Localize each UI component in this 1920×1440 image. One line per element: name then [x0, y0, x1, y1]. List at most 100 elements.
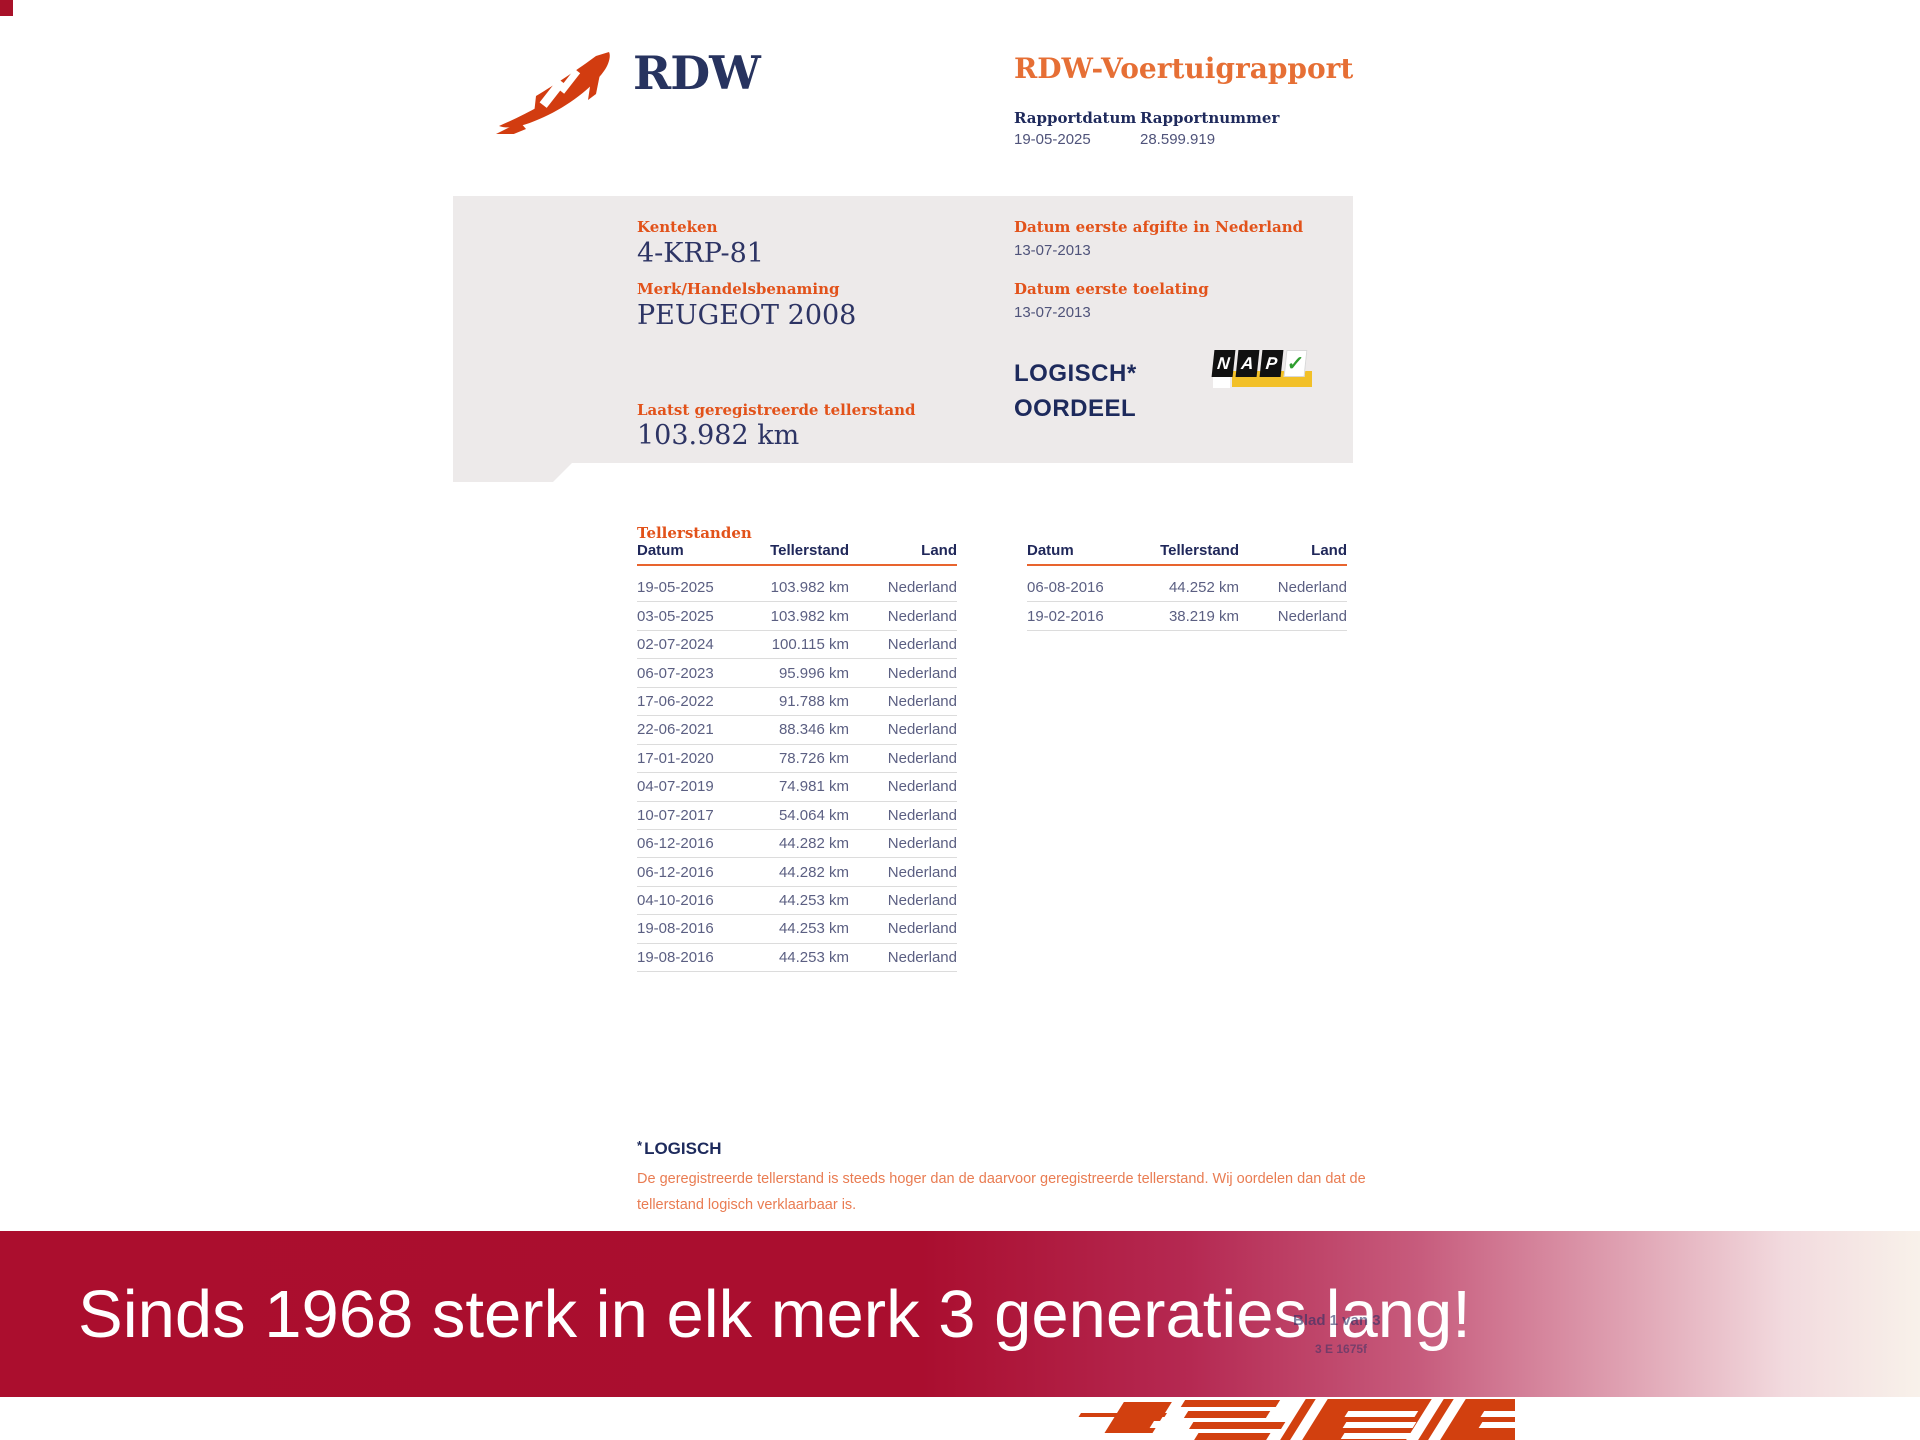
- vehicle-summary-box: Kenteken 4-KRP-81 Merk/Handelsbenaming P…: [453, 196, 1353, 482]
- report-title: RDW-Voertuigrapport: [1014, 52, 1354, 85]
- table-cell-land: Nederland: [887, 692, 957, 710]
- table-row: 06-08-2016 44.252 km Nederland: [1027, 574, 1347, 603]
- table-row: 10-07-2017 54.064 km Nederland: [637, 802, 957, 830]
- table-cell-land: Nederland: [887, 835, 957, 853]
- nap-letter-n: N: [1211, 350, 1236, 377]
- kenteken-label: Kenteken: [637, 218, 718, 236]
- left-table-header: Datum Tellerstand Land: [637, 542, 957, 566]
- col-header-land: Land: [921, 542, 957, 559]
- afgifte-label: Datum eerste afgifte in Nederland: [1014, 218, 1304, 236]
- nap-letter-a: A: [1235, 350, 1260, 377]
- nap-letter-p: P: [1259, 350, 1284, 377]
- table-cell-tellerstand: 74.981 km: [778, 778, 849, 796]
- toelating-value: 13-07-2013: [1014, 304, 1091, 321]
- table-cell-datum: 02-07-2024: [637, 636, 714, 654]
- table-cell-tellerstand: 44.252 km: [1168, 579, 1239, 597]
- table-cell-tellerstand: 78.726 km: [778, 749, 849, 767]
- table-row: 03-05-2025 103.982 km Nederland: [637, 602, 957, 631]
- table-row: 19-08-2016 44.253 km Nederland: [637, 944, 957, 973]
- table-cell-datum: 10-07-2017: [637, 806, 714, 824]
- col-header-tellerstand: Tellerstand: [770, 542, 849, 559]
- table-cell-tellerstand: 44.282 km: [778, 863, 849, 881]
- rdw-logo-text: RDW: [633, 46, 761, 100]
- table-row: 17-06-2022 91.788 km Nederland: [637, 688, 957, 717]
- table-cell-tellerstand: 95.996 km: [778, 664, 849, 682]
- table-cell-land: Nederland: [887, 863, 957, 881]
- table-row: 02-07-2024 100.115 km Nederland: [637, 631, 957, 660]
- table-cell-datum: 06-07-2023: [637, 664, 714, 682]
- table-cell-datum: 06-12-2016: [637, 835, 714, 853]
- table-row: 06-07-2023 95.996 km Nederland: [637, 659, 957, 688]
- table-cell-land: Nederland: [1277, 579, 1347, 597]
- oordeel-line2: OORDEEL: [1014, 395, 1137, 422]
- table-cell-tellerstand: 44.253 km: [778, 920, 849, 938]
- table-cell-tellerstand: 100.115 km: [771, 636, 849, 654]
- table-cell-land: Nederland: [887, 721, 957, 739]
- dealer-logo-icon: [1035, 1397, 1515, 1440]
- table-cell-datum: 04-07-2019: [637, 778, 714, 796]
- table-cell-datum: 17-06-2022: [637, 692, 714, 710]
- table-cell-land: Nederland: [887, 892, 957, 910]
- report-date-label: Rapportdatum: [1014, 109, 1137, 127]
- merk-label: Merk/Handelsbenaming: [637, 280, 840, 298]
- table-cell-land: Nederland: [887, 920, 957, 938]
- col-header-land: Land: [1311, 542, 1347, 559]
- table-cell-datum: 19-08-2016: [637, 920, 714, 938]
- laatste-tellerstand-value: 103.982 km: [637, 420, 800, 451]
- logisch-footnote-title: * LOGISCH: [637, 1138, 722, 1159]
- nap-white-notch: [1213, 376, 1230, 388]
- table-cell-datum: 22-06-2021: [637, 721, 714, 739]
- table-cell-tellerstand: 44.253 km: [778, 892, 849, 910]
- table-cell-land: Nederland: [887, 636, 957, 654]
- afgifte-value: 13-07-2013: [1014, 242, 1091, 259]
- page-indicator-fragment: Blad 1 van 3: [1293, 1312, 1381, 1329]
- table-row: 04-07-2019 74.981 km Nederland: [637, 773, 957, 802]
- table-cell-land: Nederland: [887, 664, 957, 682]
- table-cell-datum: 19-05-2025: [637, 579, 714, 597]
- toelating-label: Datum eerste toelating: [1014, 280, 1209, 298]
- form-code-fragment: 3 E 1675f: [1315, 1342, 1368, 1356]
- table-cell-tellerstand: 91.788 km: [778, 692, 849, 710]
- table-cell-land: Nederland: [887, 749, 957, 767]
- table-cell-datum: 19-08-2016: [637, 948, 714, 966]
- footnote-title-text: LOGISCH: [644, 1139, 722, 1158]
- table-cell-tellerstand: 44.282 km: [778, 835, 849, 853]
- page-corner-mark: [0, 0, 13, 16]
- table-cell-datum: 06-08-2016: [1027, 579, 1104, 597]
- table-cell-tellerstand: 38.219 km: [1168, 607, 1239, 625]
- tellerstanden-section-title: Tellerstanden: [637, 524, 752, 542]
- promo-banner-text: Sinds 1968 sterk in elk merk 3 generatie…: [78, 1276, 1471, 1352]
- table-cell-land: Nederland: [887, 579, 957, 597]
- table-cell-land: Nederland: [887, 806, 957, 824]
- table-cell-tellerstand: 44.253 km: [778, 948, 849, 966]
- promo-banner: Sinds 1968 sterk in elk merk 3 generatie…: [0, 1231, 1920, 1397]
- table-cell-datum: 03-05-2025: [637, 607, 714, 625]
- left-table-body: 19-05-2025 103.982 km Nederland 03-05-2025 1…: [637, 574, 957, 973]
- table-cell-land: Nederland: [887, 778, 957, 796]
- table-cell-land: Nederland: [1277, 607, 1347, 625]
- right-table-body: 06-08-2016 44.252 km Nederland 19-02-2016 38…: [1027, 574, 1347, 631]
- nap-check-icon: ✓: [1283, 350, 1308, 377]
- report-number-label: Rapportnummer: [1140, 109, 1280, 127]
- col-header-datum: Datum: [637, 542, 684, 559]
- oordeel-line1: LOGISCH*: [1014, 360, 1137, 387]
- nap-logo: N A P ✓: [1211, 350, 1313, 390]
- table-row: 19-05-2025 103.982 km Nederland: [637, 574, 957, 603]
- merk-value: PEUGEOT 2008: [637, 300, 857, 331]
- table-cell-datum: 06-12-2016: [637, 863, 714, 881]
- report-number-value: 28.599.919: [1140, 131, 1216, 148]
- table-row: 19-02-2016 38.219 km Nederland: [1027, 602, 1347, 631]
- table-cell-datum: 17-01-2020: [637, 749, 714, 767]
- table-row: 06-12-2016 44.282 km Nederland: [637, 830, 957, 859]
- table-row: 22-06-2021 88.346 km Nederland: [637, 716, 957, 745]
- table-row: 04-10-2016 44.253 km Nederland: [637, 887, 957, 916]
- table-cell-tellerstand: 54.064 km: [778, 806, 849, 824]
- report-date-value: 19-05-2025: [1014, 131, 1091, 148]
- table-row: 17-01-2020 78.726 km Nederland: [637, 745, 957, 774]
- table-cell-land: Nederland: [887, 607, 957, 625]
- table-cell-tellerstand: 103.982 km: [770, 579, 849, 597]
- table-cell-datum: 04-10-2016: [637, 892, 714, 910]
- logisch-footnote-text: De geregistreerde tellerstand is steeds …: [637, 1171, 1366, 1213]
- table-cell-datum: 19-02-2016: [1027, 607, 1104, 625]
